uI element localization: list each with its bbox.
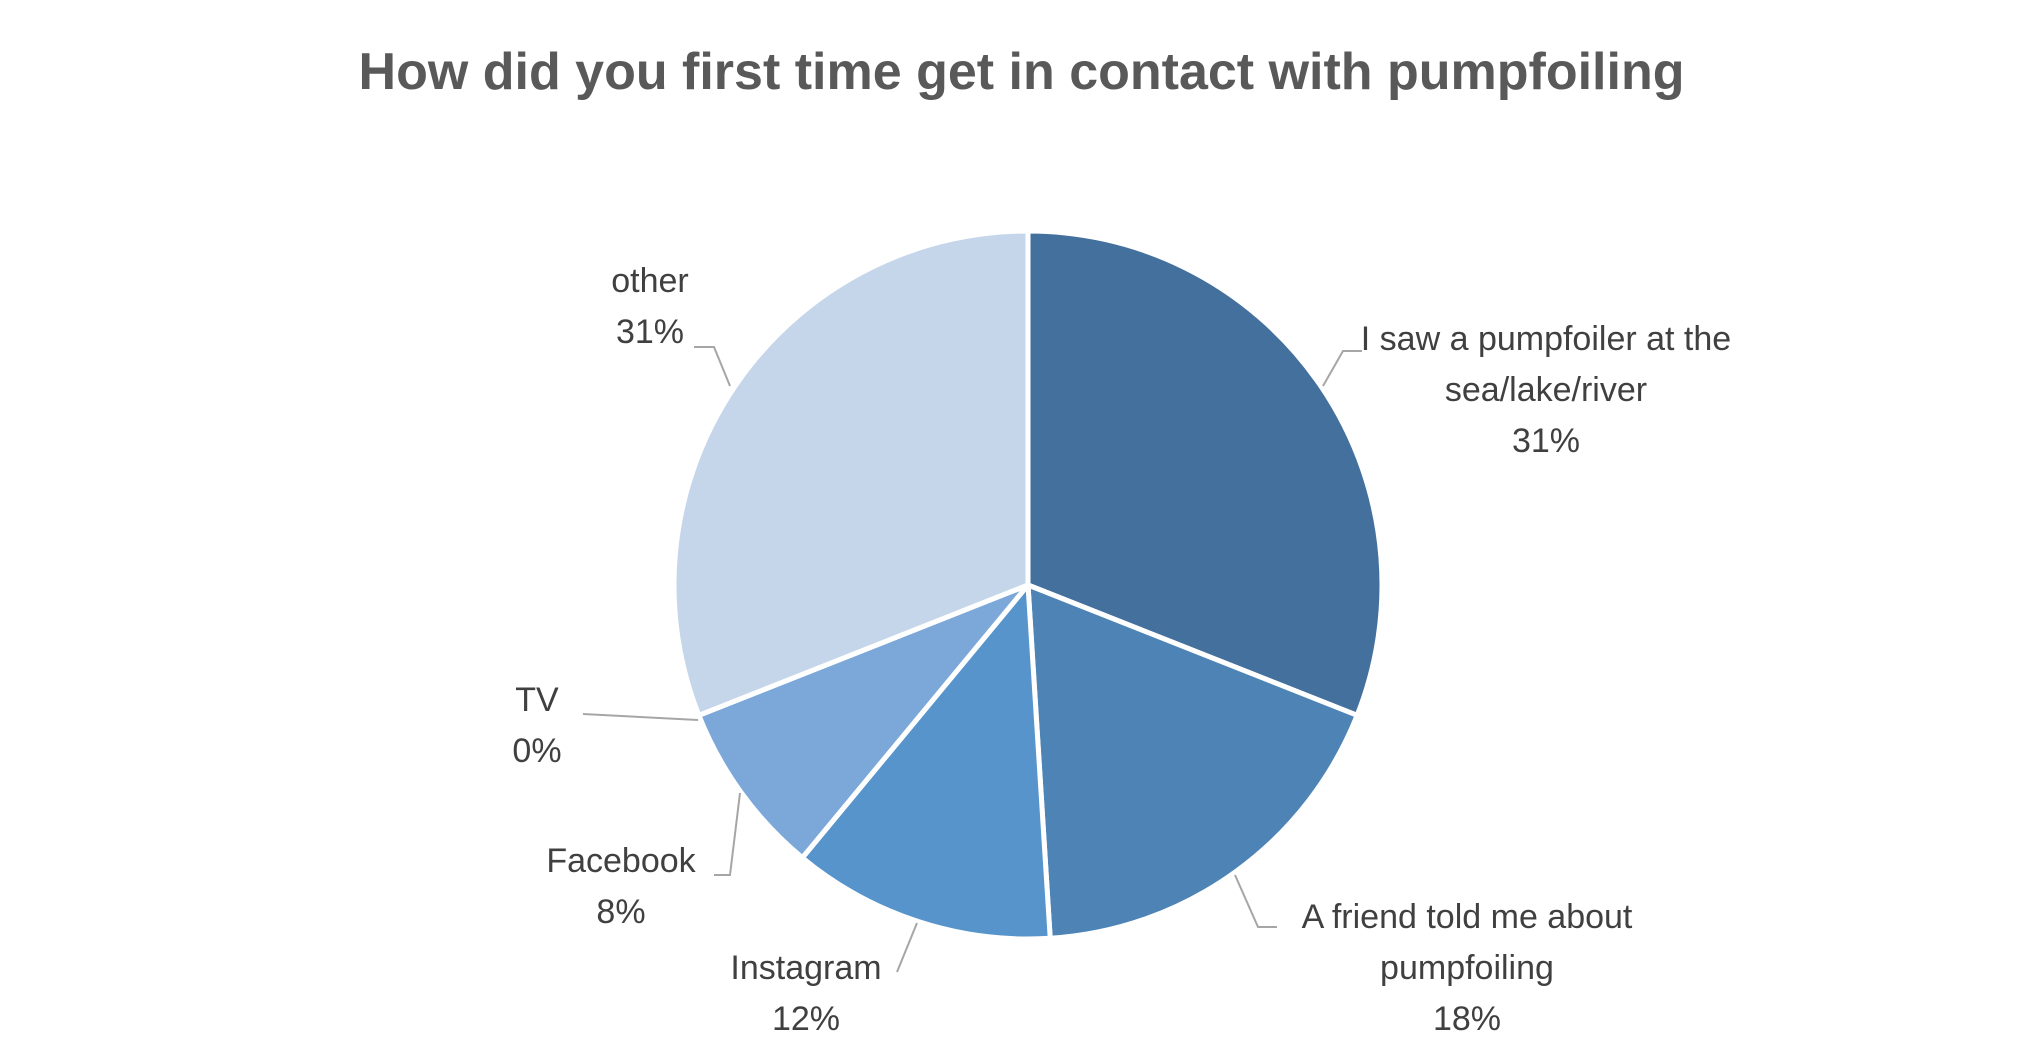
value-label: 31%: [615, 313, 685, 351]
leader-line: [582, 713, 699, 721]
value-label: 8%: [596, 893, 646, 931]
pie-slice: [671, 228, 1031, 718]
category-label: A friend told me about pumpfoiling: [1301, 898, 1633, 987]
leader-line: [896, 922, 918, 973]
category-label: other: [611, 262, 689, 300]
data-label: Instagram 12%: [730, 943, 881, 1045]
leader-line: [694, 346, 731, 387]
data-label: TV 0%: [512, 675, 561, 777]
data-label: I saw a pumpfoiler at the sea/lake/river…: [1356, 314, 1736, 467]
pie-slice: [1025, 582, 1360, 941]
leader-line: [1322, 350, 1362, 387]
category-label: I saw a pumpfoiler at the sea/lake/river: [1360, 320, 1732, 409]
value-label: 12%: [771, 1000, 841, 1038]
category-label: Instagram: [730, 949, 882, 987]
data-label: Facebook 8%: [546, 836, 695, 938]
leader-line: [714, 792, 741, 876]
pie-slice: [696, 582, 1031, 861]
data-label: A friend told me about pumpfoiling 18%: [1272, 892, 1662, 1045]
chart-title: How did you first time get in contact wi…: [358, 43, 1685, 101]
data-label: other 31%: [611, 256, 689, 358]
category-label: TV: [515, 681, 559, 719]
value-label: 18%: [1432, 1000, 1502, 1038]
pie-slice: [799, 582, 1053, 942]
leader-line: [1234, 874, 1277, 928]
category-label: Facebook: [546, 842, 696, 880]
value-label: 31%: [1511, 422, 1581, 460]
pie-slice: [1025, 228, 1385, 718]
value-label: 0%: [512, 732, 562, 770]
